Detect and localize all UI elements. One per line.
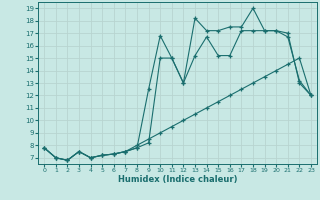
X-axis label: Humidex (Indice chaleur): Humidex (Indice chaleur) — [118, 175, 237, 184]
